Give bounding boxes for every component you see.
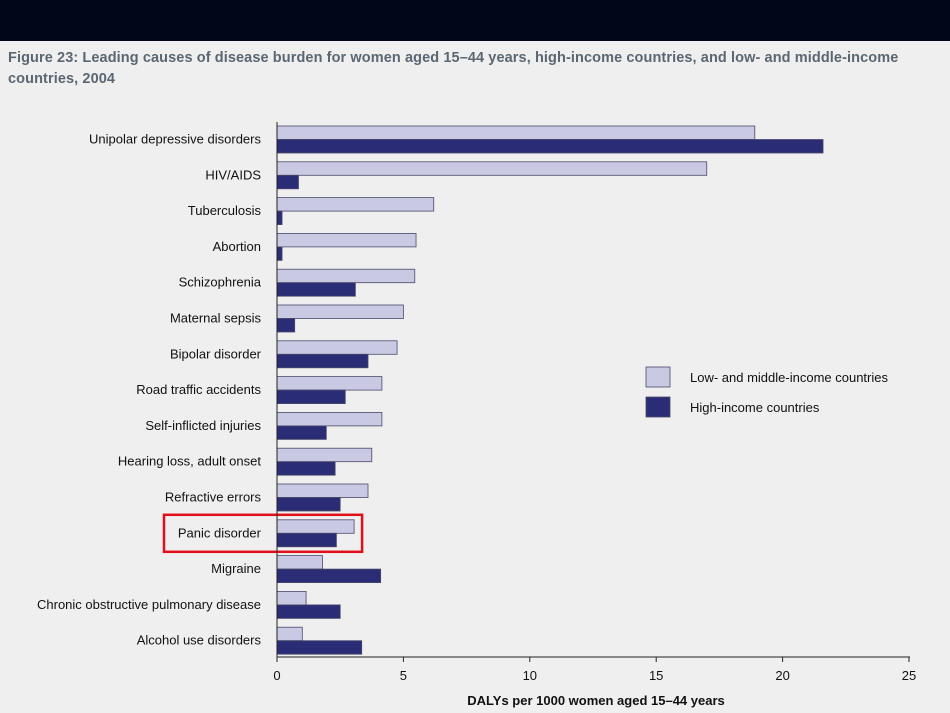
bar-low-middle-income (276, 411, 383, 427)
x-tick-label: 5 (400, 668, 407, 683)
category-label: Unipolar depressive disorders (89, 132, 261, 147)
bar-high-income (276, 425, 327, 440)
bar-high-income (276, 389, 346, 405)
bar-low-middle-income (276, 268, 416, 284)
bar-low-middle-income (276, 125, 756, 140)
bar-high-income (276, 246, 283, 261)
x-tick-label: 20 (775, 668, 789, 683)
legend-label-low-middle-income: Low- and middle-income countries (690, 370, 888, 385)
bar-high-income (276, 282, 356, 297)
bar-high-income (276, 568, 382, 583)
x-tick-label: 15 (649, 668, 663, 683)
top-band (0, 0, 950, 41)
bar-high-income (276, 640, 363, 655)
bar-low-middle-income (276, 304, 404, 319)
x-axis-title: DALYs per 1000 women aged 15–44 years (467, 693, 725, 708)
category-label: Tuberculosis (188, 203, 262, 218)
bar-low-middle-income (276, 161, 708, 176)
bar-high-income (276, 318, 296, 333)
category-label: Alcohol use disorders (137, 633, 262, 648)
bar-high-income (276, 461, 336, 476)
category-label: Hearing loss, adult onset (118, 454, 261, 469)
legend-swatch-low-middle-income (645, 366, 671, 388)
bar-high-income (276, 210, 283, 226)
category-label: Schizophrenia (179, 275, 262, 290)
bar-low-middle-income (276, 340, 398, 355)
bar-high-income (276, 497, 341, 512)
bar-high-income (276, 604, 341, 619)
bar-low-middle-income (276, 376, 383, 391)
legend-swatch-high-income (645, 396, 671, 418)
bar-low-middle-income (276, 555, 323, 570)
bar-low-middle-income (276, 591, 307, 606)
category-label: Panic disorder (178, 525, 262, 540)
category-label: Migraine (211, 561, 261, 576)
bar-high-income (276, 353, 369, 369)
x-tick-label: 10 (523, 668, 537, 683)
bar-low-middle-income (276, 483, 369, 498)
category-label: Self-inflicted injuries (145, 418, 261, 433)
bar-low-middle-income (276, 626, 303, 642)
figure-title: Figure 23: Leading causes of disease bur… (8, 50, 899, 87)
category-label: Chronic obstructive pulmonary disease (37, 597, 261, 612)
bar-low-middle-income (276, 232, 417, 248)
bar-high-income (276, 174, 299, 190)
category-label: Maternal sepsis (170, 311, 262, 326)
legend-label-high-income: High-income countries (690, 400, 820, 415)
category-label: HIV/AIDS (205, 167, 261, 182)
bar-low-middle-income (276, 519, 355, 534)
bar-high-income (276, 139, 824, 154)
category-label: Bipolar disorder (170, 346, 262, 361)
x-tick-label: 0 (273, 668, 280, 683)
bar-high-income (276, 532, 337, 548)
highlight-box (162, 513, 364, 554)
bar-low-middle-income (276, 197, 435, 212)
category-label: Abortion (213, 239, 261, 254)
category-label: Road traffic accidents (136, 382, 261, 397)
x-tick-label: 25 (902, 668, 916, 683)
bar-low-middle-income (276, 447, 373, 463)
category-label: Refractive errors (165, 490, 262, 505)
